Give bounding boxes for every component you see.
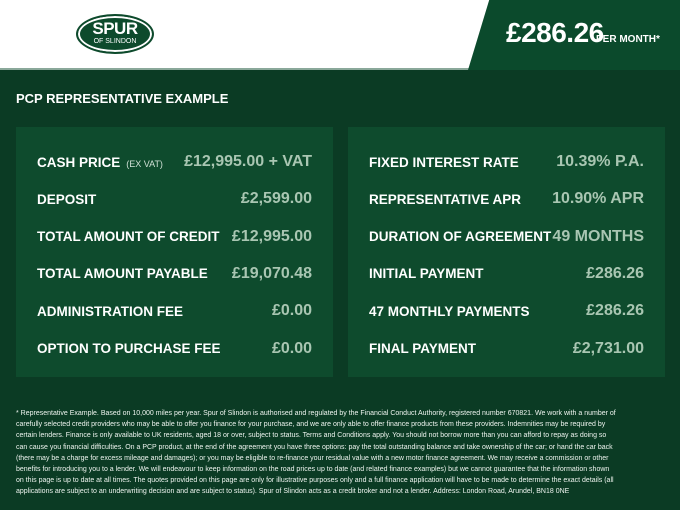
- finance-panel-left: CASH PRICE (EX VAT) £12,995.00 + VAT DEPOSI…: [16, 127, 333, 377]
- finance-value: £0.00: [271, 302, 312, 320]
- finance-row: DEPOSIT £2,599.00: [37, 188, 312, 210]
- finance-label: INITIAL PAYMENT: [369, 266, 484, 282]
- finance-label: OPTION TO PURCHASE FEE: [37, 341, 221, 356]
- per-month-label: PER MONTH*: [596, 34, 660, 45]
- disclaimer: * Representative Example. Based on 10,00…: [16, 410, 616, 496]
- monthly-price-banner: £286.26 PER MONTH*: [468, 0, 680, 70]
- finance-label: TOTAL AMOUNT OF CREDIT: [37, 229, 220, 245]
- finance-label: DEPOSIT: [37, 191, 97, 207]
- finance-value: £19,070.48: [231, 264, 312, 282]
- finance-label: ADMINISTRATION FEE: [37, 303, 183, 319]
- finance-value: 49 MONTHS: [552, 227, 644, 245]
- finance-row: DURATION OF AGREEMENT 49 MONTHS: [369, 226, 644, 248]
- finance-note: (EX VAT): [126, 158, 163, 169]
- finance-row: INITIAL PAYMENT £286.26: [369, 263, 644, 285]
- finance-value: £12,995.00 + VAT: [184, 153, 312, 170]
- finance-row: FIXED INTEREST RATE 10.39% P.A.: [369, 151, 644, 173]
- finance-label: DURATION OF AGREEMENT: [369, 229, 552, 245]
- monthly-price: £286.26: [506, 17, 604, 48]
- finance-label: FINAL PAYMENT: [369, 341, 477, 356]
- finance-row: 47 MONTHLY PAYMENTS £286.26: [369, 300, 644, 322]
- finance-row: TOTAL AMOUNT OF CREDIT £12,995.00: [37, 226, 312, 248]
- finance-label: TOTAL AMOUNT PAYABLE: [37, 266, 208, 282]
- finance-value: 10.90% APR: [552, 190, 644, 208]
- finance-value: 10.39% P.A.: [556, 153, 644, 170]
- finance-value: £286.26: [586, 302, 644, 320]
- header: SPUR OF SLINDON £286.26 PER MONTH*: [0, 0, 680, 70]
- finance-row: CASH PRICE (EX VAT) £12,995.00 + VAT: [37, 151, 312, 173]
- finance-label: CASH PRICE (EX VAT): [37, 154, 163, 170]
- finance-value: £286.26: [586, 264, 644, 282]
- finance-label: 47 MONTHLY PAYMENTS: [369, 303, 530, 319]
- finance-row: ADMINISTRATION FEE £0.00: [37, 300, 312, 322]
- finance-value: £2,599.00: [240, 190, 312, 208]
- finance-value: £12,995.00: [231, 227, 312, 245]
- finance-value: £0.00: [271, 339, 312, 357]
- finance-row: FINAL PAYMENT £2,731.00: [369, 338, 644, 360]
- finance-row: REPRESENTATIVE APR 10.90% APR: [369, 188, 644, 210]
- finance-row: TOTAL AMOUNT PAYABLE £19,070.48: [37, 263, 312, 285]
- finance-value: £2,731.00: [572, 339, 644, 357]
- spur-of-slindon-logo[interactable]: SPUR OF SLINDON: [76, 14, 154, 54]
- finance-label: REPRESENTATIVE APR: [369, 191, 522, 207]
- finance-label: FIXED INTEREST RATE: [369, 154, 519, 170]
- finance-row: OPTION TO PURCHASE FEE £0.00: [37, 338, 312, 360]
- finance-panel-right: FIXED INTEREST RATE 10.39% P.A. REPRESENTA…: [348, 127, 665, 377]
- section-title: PCP REPRESENTATIVE EXAMPLE: [16, 91, 229, 106]
